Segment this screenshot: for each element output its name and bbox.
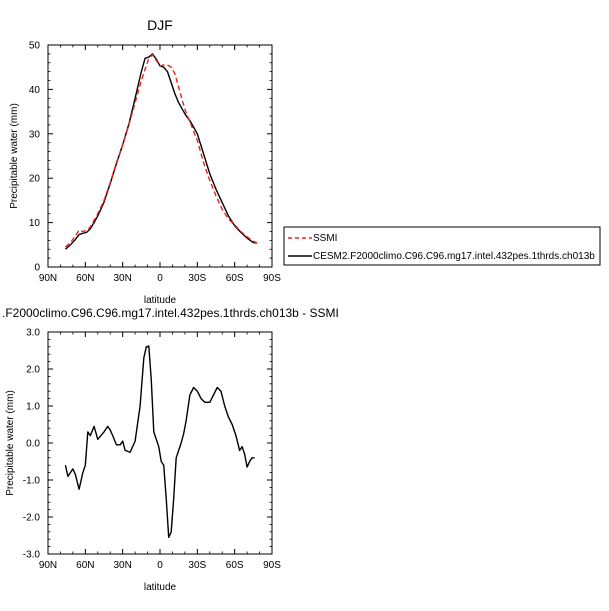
top-xtick-label: 30S (188, 273, 206, 284)
top-series-cesm-line (64, 53, 258, 250)
top-panel: DJF Precipitable water (mm) latitude 90N… (9, 17, 281, 306)
top-ytick-label: 30 (29, 129, 41, 140)
legend-cesm-label: CESM2.F2000climo.C96.C96.mg17.intel.432p… (313, 251, 595, 262)
bottom-xtick-label: 30N (113, 560, 131, 571)
bottom-ytick-label: 0.0 (26, 439, 40, 450)
top-legend: SSMI CESM2.F2000climo.C96.C96.mg17.intel… (283, 226, 601, 266)
bottom-title: .F2000climo.C96.C96.mg17.intel.432pes.1t… (2, 306, 339, 320)
top-ytick-label: 10 (29, 218, 41, 229)
bottom-xtick-label: 90S (263, 560, 281, 571)
top-title: DJF (147, 17, 173, 33)
bottom-ytick-label: 3.0 (26, 328, 40, 339)
bottom-panel: .F2000climo.C96.C96.mg17.intel.432pes.1t… (2, 306, 339, 593)
top-plot-frame (47, 44, 273, 268)
bottom-ytick-label: 2.0 (26, 365, 40, 376)
bottom-plot-frame (47, 331, 273, 555)
bottom-xtick-label: 60N (76, 560, 94, 571)
bottom-xtick-label: 0 (157, 560, 163, 571)
top-xtick-label: 0 (157, 273, 163, 284)
bottom-ytick-label: 1.0 (26, 402, 40, 413)
bottom-ytick-label: -2.0 (23, 513, 41, 524)
top-xtick-label: 90S (263, 273, 281, 284)
legend-box (283, 226, 601, 266)
top-series-ssmi-line (64, 54, 258, 248)
top-xtick-label: 60N (76, 273, 94, 284)
bottom-series-difference-line (64, 345, 255, 539)
legend-ssmi-label: SSMI (313, 233, 337, 244)
bottom-xtick-label: 30S (188, 560, 206, 571)
top-xtick-label: 90N (39, 273, 57, 284)
top-xtick-label: 60S (226, 273, 244, 284)
top-ytick-label: 20 (29, 174, 41, 185)
top-xlabel: latitude (144, 295, 177, 306)
bottom-ytick-label: -3.0 (23, 550, 41, 561)
top-xtick-label: 30N (113, 273, 131, 284)
bottom-xtick-label: 90N (39, 560, 57, 571)
bottom-ytick-label: -1.0 (23, 476, 41, 487)
bottom-ylabel: Precipitable water (mm) (5, 390, 16, 496)
bottom-xtick-label: 60S (226, 560, 244, 571)
top-ytick-label: 50 (29, 41, 41, 52)
top-ylabel: Precipitable water (mm) (9, 103, 20, 209)
top-ytick-label: 0 (34, 263, 40, 274)
bottom-xlabel: latitude (144, 582, 177, 593)
top-ytick-label: 40 (29, 85, 41, 96)
